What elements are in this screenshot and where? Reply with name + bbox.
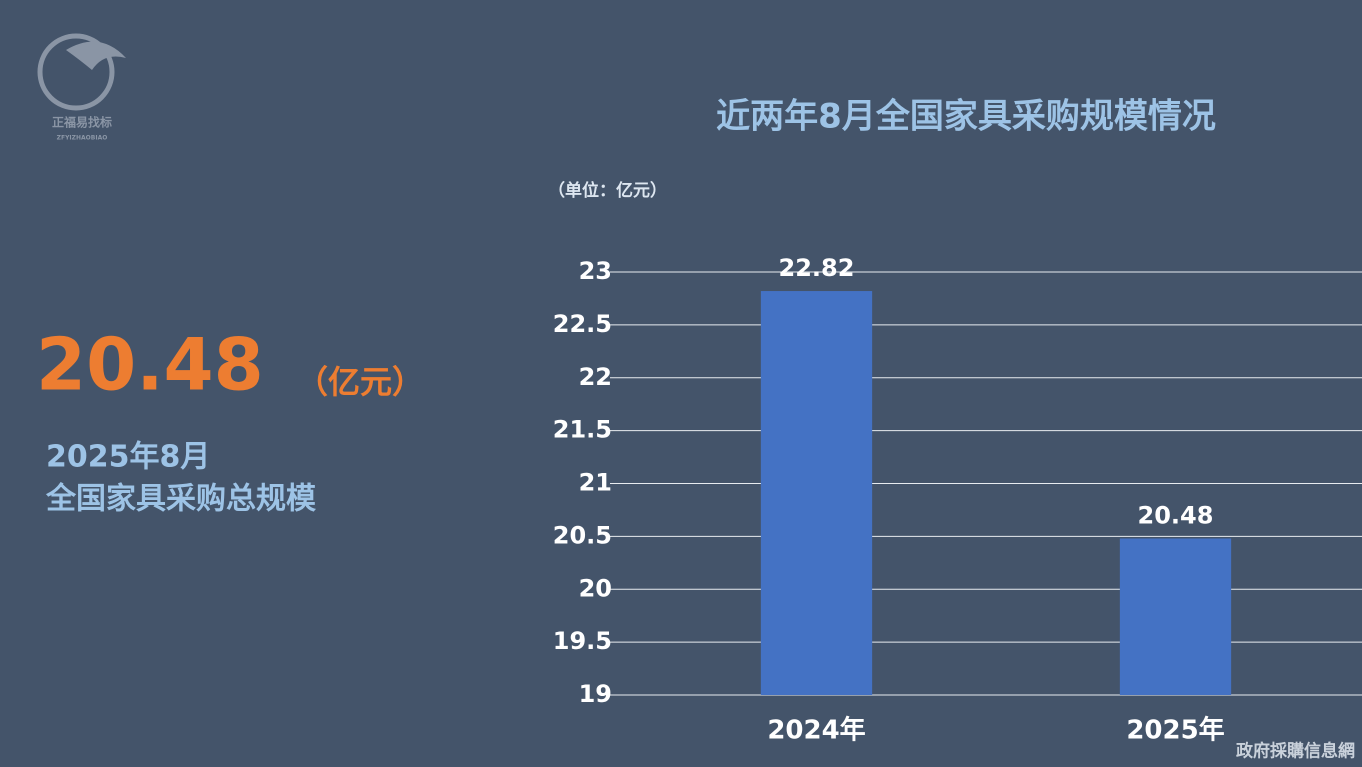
logo-pinyin: ZFYIZHAOBIAO [57,135,108,142]
x-tick-label: 2025年 [1126,715,1224,746]
y-tick-label: 22 [579,363,612,391]
bar [760,291,873,695]
y-tick-label: 22.5 [553,310,612,338]
chart-title: 近两年8月全国家具采购规模情况 [716,97,1216,137]
y-tick-label: 21.5 [553,416,612,444]
y-tick-label: 23 [579,257,612,285]
y-tick-label: 20.5 [553,521,612,549]
logo-name: 正福易找标 [52,115,112,130]
highlight-value: 20.48 [36,323,264,407]
logo: 正福易找标 ZFYIZHAOBIAO [37,33,126,142]
x-tick-label: 2024年 [767,715,865,746]
y-tick-label: 19 [579,680,612,708]
data-label: 20.48 [1138,501,1214,529]
unit-label: （单位：亿元） [548,180,667,201]
logo-bird [66,41,126,70]
highlight-unit: （亿元） [296,363,424,401]
highlight-caption: 全国家具采购总规模 [45,482,316,517]
highlight-period: 2025年8月 [46,440,210,475]
data-label: 22.82 [779,254,855,282]
y-tick-label: 19.5 [553,627,612,655]
y-tick-label: 21 [579,469,612,497]
bar [1119,538,1232,695]
watermark: 政府採購信息網 [1236,741,1355,762]
logo-ring [37,33,115,111]
y-tick-label: 20 [579,574,612,602]
